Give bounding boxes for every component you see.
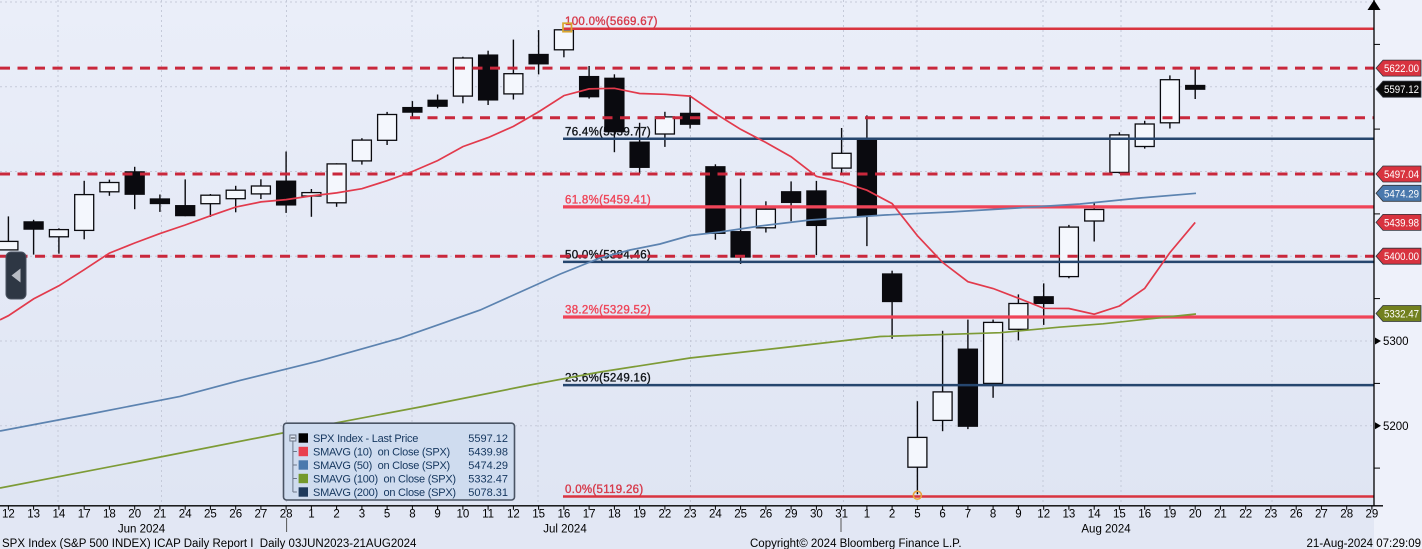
svg-text:23: 23 — [1265, 509, 1278, 521]
svg-text:11: 11 — [482, 509, 494, 521]
svg-text:2: 2 — [889, 509, 895, 521]
svg-text:61.8%(5459.41): 61.8%(5459.41) — [565, 194, 651, 206]
svg-text:14: 14 — [53, 509, 66, 521]
svg-text:14: 14 — [1088, 509, 1101, 521]
svg-text:25: 25 — [204, 509, 217, 521]
svg-text:23.6%(5249.16): 23.6%(5249.16) — [565, 373, 651, 385]
svg-text:5: 5 — [384, 509, 390, 521]
svg-text:15: 15 — [1113, 509, 1126, 521]
svg-text:9: 9 — [434, 509, 440, 521]
svg-text:27: 27 — [1315, 509, 1328, 521]
svg-text:16: 16 — [1138, 509, 1151, 521]
svg-text:22: 22 — [1239, 509, 1252, 521]
svg-text:5439.98: 5439.98 — [468, 447, 508, 459]
svg-text:22: 22 — [659, 509, 672, 521]
svg-text:29: 29 — [785, 509, 798, 521]
svg-text:20: 20 — [1189, 509, 1202, 521]
svg-text:Jun 2024: Jun 2024 — [118, 524, 166, 536]
svg-text:5474.29: 5474.29 — [468, 460, 508, 472]
svg-text:26: 26 — [229, 509, 242, 521]
svg-text:20: 20 — [128, 509, 141, 521]
svg-text:12: 12 — [1037, 509, 1050, 521]
svg-text:25: 25 — [734, 509, 747, 521]
svg-text:5200: 5200 — [1383, 421, 1409, 433]
svg-text:8: 8 — [409, 509, 415, 521]
svg-text:24: 24 — [709, 509, 722, 521]
svg-text:2: 2 — [333, 509, 339, 521]
svg-text:0.0%(5119.26): 0.0%(5119.26) — [565, 484, 644, 496]
svg-text:13: 13 — [27, 509, 40, 521]
svg-text:SMAVG (100) on Close (SPX): SMAVG (100) on Close (SPX) — [313, 474, 456, 486]
svg-text:29: 29 — [1366, 509, 1379, 521]
svg-text:12: 12 — [507, 509, 520, 521]
svg-text:5597.12: 5597.12 — [468, 433, 508, 445]
svg-text:5597.12: 5597.12 — [1384, 84, 1419, 96]
svg-text:38.2%(5329.52): 38.2%(5329.52) — [565, 305, 651, 317]
svg-text:28: 28 — [1340, 509, 1353, 521]
svg-text:18: 18 — [103, 509, 116, 521]
svg-text:26: 26 — [1290, 509, 1303, 521]
svg-text:Jul 2024: Jul 2024 — [543, 524, 587, 536]
svg-text:13: 13 — [1063, 509, 1076, 521]
svg-text:5497.04: 5497.04 — [1384, 169, 1419, 181]
svg-text:27: 27 — [255, 509, 268, 521]
svg-text:24: 24 — [179, 509, 192, 521]
svg-text:SPX Index (S&P 500 INDEX) ICAP: SPX Index (S&P 500 INDEX) ICAP Daily Rep… — [2, 538, 417, 549]
svg-text:5: 5 — [914, 509, 920, 521]
svg-text:5622.00: 5622.00 — [1384, 63, 1419, 75]
svg-text:5078.31: 5078.31 — [468, 487, 508, 499]
svg-text:5474.29: 5474.29 — [1384, 188, 1419, 200]
svg-text:SMAVG (50) on Close (SPX): SMAVG (50) on Close (SPX) — [313, 460, 450, 472]
svg-text:7: 7 — [965, 509, 971, 521]
svg-text:16: 16 — [558, 509, 571, 521]
svg-text:28: 28 — [280, 509, 293, 521]
svg-text:21: 21 — [154, 509, 167, 521]
svg-text:6: 6 — [939, 509, 945, 521]
svg-text:1: 1 — [308, 509, 314, 521]
svg-text:21: 21 — [1214, 509, 1227, 521]
svg-text:SMAVG (200) on Close (SPX): SMAVG (200) on Close (SPX) — [313, 487, 456, 499]
svg-text:31: 31 — [835, 509, 848, 521]
svg-text:5332.47: 5332.47 — [468, 474, 508, 486]
svg-text:21-Aug-2024 07:29:09: 21-Aug-2024 07:29:09 — [1307, 538, 1421, 549]
svg-text:3: 3 — [359, 509, 365, 521]
svg-text:SPX Index - Last Price: SPX Index - Last Price — [313, 433, 418, 445]
svg-text:Aug 2024: Aug 2024 — [1081, 524, 1131, 536]
svg-text:9: 9 — [1015, 509, 1021, 521]
svg-text:5300: 5300 — [1383, 336, 1409, 348]
svg-text:18: 18 — [608, 509, 621, 521]
svg-text:30: 30 — [810, 509, 823, 521]
svg-text:19: 19 — [1164, 509, 1177, 521]
svg-text:1: 1 — [864, 509, 870, 521]
svg-text:5332.47: 5332.47 — [1384, 309, 1419, 321]
svg-text:17: 17 — [78, 509, 91, 521]
svg-text:19: 19 — [633, 509, 646, 521]
svg-text:12: 12 — [2, 509, 15, 521]
svg-text:SMAVG (10) on Close (SPX): SMAVG (10) on Close (SPX) — [313, 447, 450, 459]
svg-text:5439.98: 5439.98 — [1384, 217, 1419, 229]
svg-text:10: 10 — [457, 509, 470, 521]
svg-text:15: 15 — [532, 509, 545, 521]
svg-text:23: 23 — [684, 509, 697, 521]
svg-text:100.0%(5669.67): 100.0%(5669.67) — [565, 16, 658, 28]
svg-text:Copyright© 2024 Bloomberg Fina: Copyright© 2024 Bloomberg Finance L.P. — [750, 538, 962, 549]
svg-text:17: 17 — [583, 509, 596, 521]
svg-text:5400.00: 5400.00 — [1384, 251, 1419, 263]
svg-text:26: 26 — [760, 509, 773, 521]
svg-text:8: 8 — [990, 509, 996, 521]
